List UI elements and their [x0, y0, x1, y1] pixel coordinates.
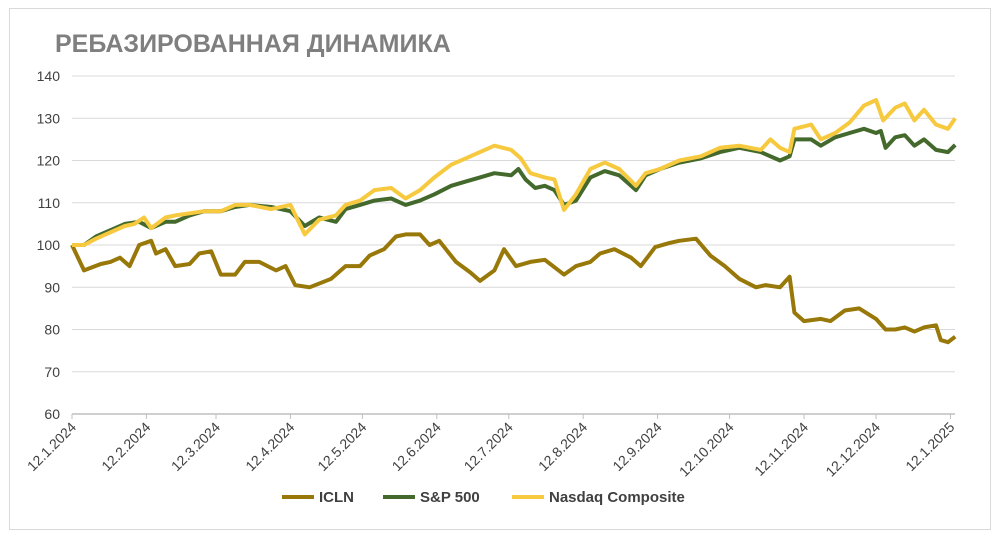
y-tick-label: 140	[37, 68, 61, 84]
y-tick-label: 130	[37, 110, 61, 126]
y-tick-label: 70	[44, 364, 60, 380]
legend-label: S&P 500	[420, 489, 480, 506]
legend-label: ICLN	[319, 489, 354, 506]
y-tick-label: 80	[44, 322, 60, 338]
legend-label: Nasdaq Composite	[549, 489, 685, 506]
chart-title: РЕБАЗИРОВАННАЯ ДИНАМИКА	[55, 30, 451, 58]
chart-border	[9, 8, 991, 530]
series-line-nasdaq-composite	[72, 98, 957, 247]
y-tick-label: 120	[37, 153, 61, 169]
series-line-icln	[70, 232, 957, 345]
y-tick-label: 90	[44, 279, 60, 295]
y-tick-label: 60	[44, 406, 60, 422]
y-tick-label: 110	[38, 195, 61, 211]
y-tick-label: 100	[37, 237, 61, 253]
